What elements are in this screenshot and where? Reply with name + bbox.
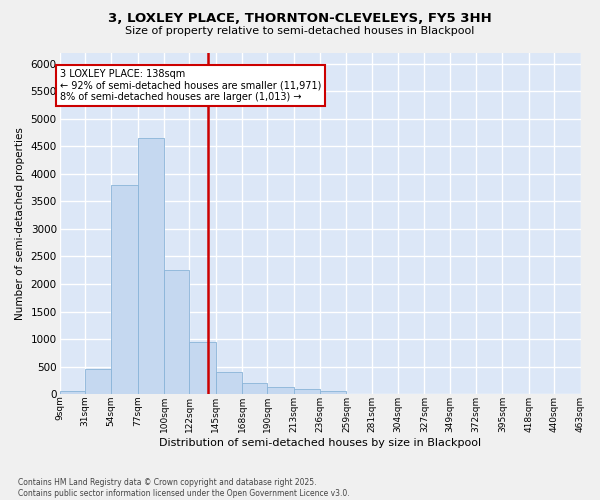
Bar bbox=[242, 383, 267, 394]
Bar bbox=[215, 372, 242, 394]
Text: 3, LOXLEY PLACE, THORNTON-CLEVELEYS, FY5 3HH: 3, LOXLEY PLACE, THORNTON-CLEVELEYS, FY5… bbox=[108, 12, 492, 26]
Bar bbox=[85, 370, 111, 394]
Text: Contains HM Land Registry data © Crown copyright and database right 2025.
Contai: Contains HM Land Registry data © Crown c… bbox=[18, 478, 350, 498]
Bar bbox=[267, 387, 293, 394]
Text: Size of property relative to semi-detached houses in Blackpool: Size of property relative to semi-detach… bbox=[125, 26, 475, 36]
Bar bbox=[111, 185, 137, 394]
Text: 3 LOXLEY PLACE: 138sqm
← 92% of semi-detached houses are smaller (11,971)
8% of : 3 LOXLEY PLACE: 138sqm ← 92% of semi-det… bbox=[59, 69, 321, 102]
Bar bbox=[293, 388, 320, 394]
Bar bbox=[137, 138, 164, 394]
Bar bbox=[59, 392, 85, 394]
X-axis label: Distribution of semi-detached houses by size in Blackpool: Distribution of semi-detached houses by … bbox=[159, 438, 481, 448]
Bar bbox=[320, 391, 346, 394]
Bar bbox=[164, 270, 189, 394]
Bar bbox=[189, 342, 215, 394]
Y-axis label: Number of semi-detached properties: Number of semi-detached properties bbox=[15, 127, 25, 320]
